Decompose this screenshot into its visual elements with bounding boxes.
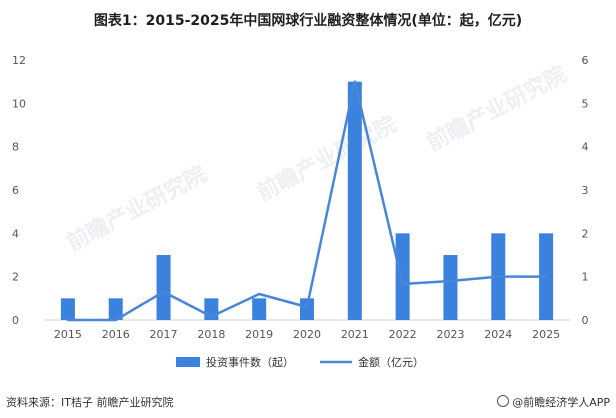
watermark-text: 前瞻产业研究院	[423, 61, 571, 156]
y-right-tick-label: 0	[582, 314, 589, 327]
legend-label-bar: 投资事件数（起）	[206, 355, 294, 369]
source-note: 资料来源：IT桔子 前瞻产业研究院	[6, 396, 174, 409]
y-right-tick-label: 5	[582, 97, 589, 110]
bar	[347, 81, 362, 321]
x-tick-label: 2024	[484, 328, 512, 341]
bar	[395, 233, 410, 320]
watermark-text: 前瞻产业研究院	[63, 161, 211, 256]
series-line	[66, 80, 548, 322]
y-left-tick-label: 8	[12, 141, 19, 154]
y-right-tick-label: 4	[582, 141, 589, 154]
y-right-tick-label: 2	[582, 227, 589, 240]
bar	[156, 255, 171, 320]
bar	[252, 298, 267, 320]
x-tick-label: 2018	[197, 328, 225, 341]
x-tick-label: 2016	[102, 328, 130, 341]
bar	[108, 298, 123, 320]
y-left-tick-label: 0	[12, 314, 19, 327]
x-tick-label: 2023	[436, 328, 464, 341]
x-tick-label: 2022	[389, 328, 417, 341]
y-right-tick-label: 3	[582, 184, 589, 197]
y-right-tick-label: 6	[582, 54, 589, 67]
x-tick-label: 2025	[532, 328, 560, 341]
x-tick-label: 2021	[341, 328, 369, 341]
bar	[300, 298, 314, 320]
bar	[60, 298, 75, 320]
x-tick-label: 2020	[293, 328, 321, 341]
x-tick-label: 2019	[245, 328, 273, 341]
x-tick-label: 2015	[54, 328, 82, 341]
brand-credit: @前瞻经济学人APP	[497, 394, 610, 410]
legend-label-line: 金额（亿元）	[358, 355, 424, 369]
x-tick-label: 2017	[150, 328, 178, 341]
chart-title: 图表1：2015-2025年中国网球行业融资整体情况(单位：起，亿元)	[93, 13, 523, 29]
bar	[443, 255, 458, 320]
y-left-tick-label: 6	[12, 184, 19, 197]
y-left-tick-label: 10	[12, 97, 26, 110]
brand-logo-icon	[497, 395, 510, 407]
y-left-tick-label: 4	[12, 227, 19, 240]
watermark-text: 前瞻产业研究院	[253, 111, 401, 206]
y-left-tick-label: 12	[12, 54, 26, 67]
legend-swatch-bar	[176, 357, 200, 367]
y-left-tick-label: 2	[12, 271, 19, 284]
brand-label: @前瞻经济学人APP	[512, 396, 610, 409]
y-right-tick-label: 1	[582, 271, 589, 284]
